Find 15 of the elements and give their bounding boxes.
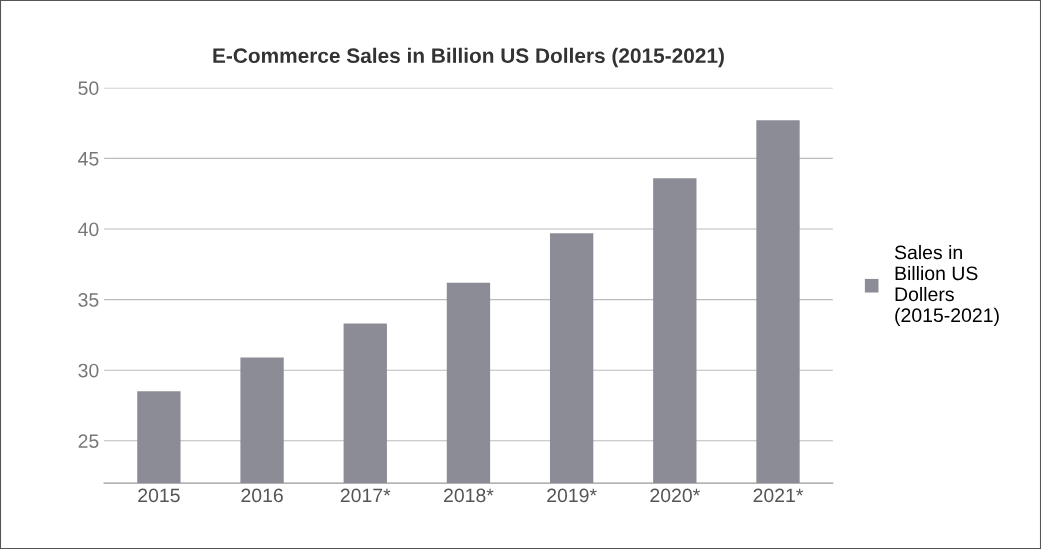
y-tick-label: 50 bbox=[78, 81, 99, 96]
x-tick-label: 2021* bbox=[753, 488, 804, 503]
x-tick-label: 2018* bbox=[444, 488, 494, 503]
chart-title: E-Commerce Sales in Billion US Dollers (2015-2021) bbox=[213, 47, 724, 68]
x-tick-label: 2020* bbox=[650, 488, 700, 503]
y-tick-label: 40 bbox=[78, 222, 99, 237]
legend-label: Sales in Billion US Dollers (2015-2021) bbox=[894, 245, 999, 326]
y-tick-label: 35 bbox=[78, 293, 99, 307]
x-tick-label: 2017* bbox=[340, 488, 391, 503]
y-tick-label: 45 bbox=[78, 152, 99, 166]
y-tick-label: 25 bbox=[78, 434, 99, 449]
x-tick-label: 2016 bbox=[241, 488, 283, 503]
x-tick-label: 2019* bbox=[547, 488, 597, 503]
x-tick-label: 2015 bbox=[138, 488, 180, 503]
y-tick-label: 30 bbox=[78, 363, 99, 378]
